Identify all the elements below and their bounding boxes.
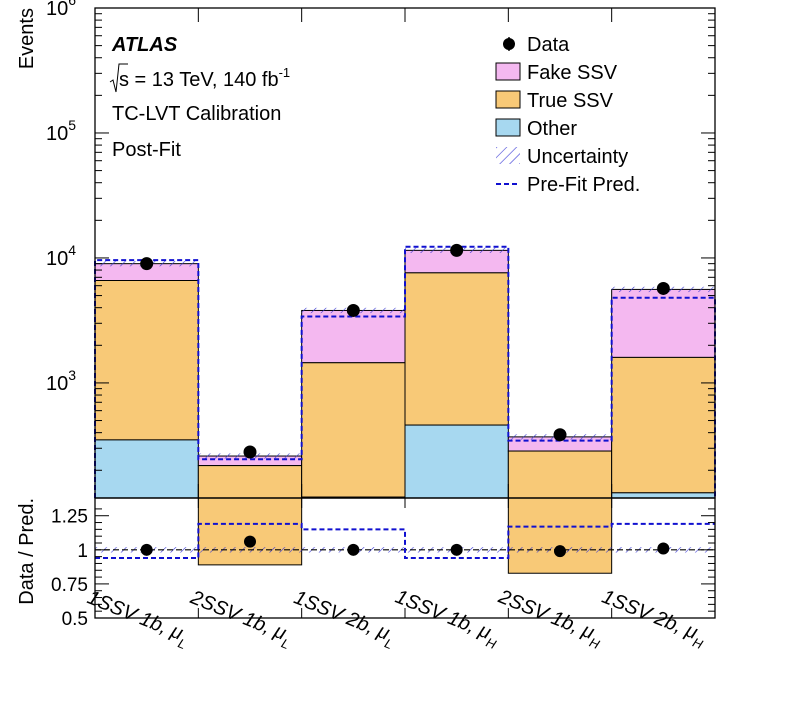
legend-uncertainty-swatch [496,147,520,164]
bar-other-1 [94,439,199,499]
ratio-prefit-step-line [95,522,715,559]
ratio-points-group [140,535,670,558]
ratio-point-5 [554,545,566,558]
category-label-4: 1SSV 1b, μH [390,586,503,653]
legend-uncertainty-label: Uncertainty [527,146,628,168]
bar-fake-ssv-6 [611,288,716,358]
y-axis-title: Events [16,8,38,69]
ratio-y-tick-labels: 0.5 0.75 1 1.25 [51,507,88,630]
legend-fake-swatch [495,62,521,81]
x-ticks [197,8,613,618]
category-label-1: 1SSV 1b, μL [82,587,192,653]
data-points-group [140,243,670,459]
legend-other-label: Other [527,118,577,140]
ratio-y-tick-label: 1 [77,541,88,562]
legend: Data Fake SSV True SSV Other Uncertainty… [495,34,640,196]
energy-label: s = 13 TeV, 140 fb-1 [109,63,290,93]
ratio-point-6 [657,542,670,555]
category-label-text: 1SSV 2b, μH [597,586,710,653]
energy-text: s = 13 TeV, 140 fb-1 [119,65,290,91]
ratio-point-2 [244,535,256,548]
ratio-prefit-line-group [95,522,715,559]
y-tick-label-5: 105 [46,117,76,145]
data-point-2 [243,445,257,459]
bar-fake-ssv-3 [301,309,406,364]
legend-true-label: True SSV [527,90,614,112]
ratio-point-4 [450,543,463,556]
ratio-point-1 [140,543,153,556]
legend-other-swatch [495,118,521,137]
prefit-step-line [94,245,716,498]
data-point-5 [553,428,567,442]
category-label-text: 1SSV 1b, μH [390,586,503,653]
category-label-3: 1SSV 2b, μL [289,587,399,653]
category-label-text: 1SSV 1b, μL [82,587,192,653]
data-point-4 [450,243,464,257]
ratio-plot-frame [94,497,716,619]
legend-true-swatch [495,90,521,109]
category-label-text: 2SSV 1b, μL [185,586,296,652]
legend-data-label: Data [527,34,570,56]
data-point-3 [346,303,360,317]
bar-true-ssv-3 [301,362,406,498]
y-tick-label-4: 104 [46,242,76,270]
bar-other-4 [404,424,509,499]
y-tick-label-3: 103 [46,367,76,395]
fit-label: Post-Fit [112,139,181,161]
bar-true-ssv-6 [611,356,716,494]
category-label-5: 2SSV 1b, μH [493,585,607,652]
ratio-point-3 [347,543,360,556]
category-label-text: 1SSV 2b, μL [289,587,399,653]
legend-prefit-label: Pre-Fit Pred. [527,174,640,196]
ratio-y-tick-label: 0.5 [62,609,88,630]
category-label-text: 2SSV 1b, μH [493,585,607,652]
bar-true-ssv-1 [94,280,199,441]
ratio-y-axis-title: Data / Pred. [16,498,38,605]
ratio-y-tick-label: 1.25 [51,507,88,528]
ratio-y-ticks [95,508,715,619]
bar-true-ssv-4 [404,272,509,426]
bar-other-6 [611,492,716,499]
category-label-6: 1SSV 2b, μH [597,586,710,653]
prefit-line-group [94,245,716,498]
data-point-1 [140,257,154,271]
legend-fake-label: Fake SSV [527,62,618,84]
data-point-6 [656,281,670,295]
ratio-y-tick-label: 0.75 [51,575,88,596]
atlas-label: ATLAS [111,34,178,56]
y-tick-label-6: 106 [46,0,76,20]
stacked-bars [94,247,716,574]
main-y-ticks [95,7,715,471]
category-label-2: 2SSV 1b, μL [185,586,296,652]
calibration-label: TC-LVT Calibration [112,103,281,125]
main-y-tick-labels: 103 104 105 106 [46,0,76,395]
